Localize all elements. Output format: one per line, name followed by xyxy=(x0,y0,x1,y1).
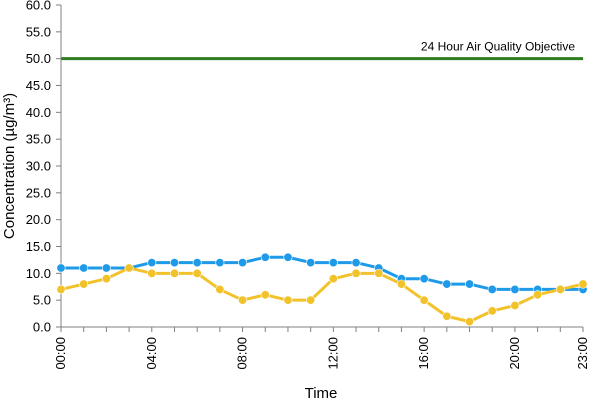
data-point xyxy=(260,252,270,262)
data-point xyxy=(419,295,429,305)
data-point xyxy=(260,290,270,300)
x-tick-label: 16:00 xyxy=(416,337,431,370)
y-tick-label: 10.0 xyxy=(26,266,51,281)
data-point xyxy=(465,317,475,327)
data-point xyxy=(510,284,520,294)
data-point xyxy=(169,258,179,268)
data-point xyxy=(283,252,293,262)
data-point xyxy=(306,295,316,305)
data-point xyxy=(101,274,111,284)
data-point xyxy=(169,268,179,278)
data-point xyxy=(192,258,202,268)
data-point xyxy=(147,268,157,278)
data-point xyxy=(215,284,225,294)
data-point xyxy=(442,311,452,321)
data-point xyxy=(147,258,157,268)
y-tick-label: 5.0 xyxy=(33,293,51,308)
series-line-2 xyxy=(60,266,584,324)
data-point xyxy=(215,258,225,268)
y-tick-label: 45.0 xyxy=(26,78,51,93)
y-axis-label: Concentration (µg/m³) xyxy=(1,93,18,239)
data-point xyxy=(533,290,543,300)
y-tick-label: 35.0 xyxy=(26,132,51,147)
data-point xyxy=(238,295,248,305)
y-tick-label: 40.0 xyxy=(26,105,51,120)
data-point xyxy=(238,258,248,268)
data-point xyxy=(510,301,520,311)
y-tick-label: 50.0 xyxy=(26,51,51,66)
series-line-1 xyxy=(61,255,583,291)
x-tick-label: 23:00 xyxy=(575,337,590,370)
data-point xyxy=(79,263,89,273)
x-tick-label: 20:00 xyxy=(507,337,522,370)
data-point xyxy=(351,268,361,278)
data-point xyxy=(79,279,89,289)
data-point xyxy=(328,258,338,268)
y-tick-label: 30.0 xyxy=(26,159,51,174)
data-point xyxy=(306,258,316,268)
data-point xyxy=(396,279,406,289)
data-point xyxy=(283,295,293,305)
x-tick-label: 12:00 xyxy=(325,337,340,370)
y-tick-label: 0.0 xyxy=(33,320,51,335)
data-point xyxy=(465,279,475,289)
data-point xyxy=(192,268,202,278)
data-point xyxy=(487,306,497,316)
data-point xyxy=(56,263,66,273)
data-point xyxy=(124,263,134,273)
x-tick-label: 00:00 xyxy=(53,337,68,370)
data-point xyxy=(555,284,565,294)
x-axis-label: Time xyxy=(305,385,338,400)
y-tick-label: 15.0 xyxy=(26,239,51,254)
data-point xyxy=(374,268,384,278)
x-tick-label: 08:00 xyxy=(235,337,250,370)
data-point xyxy=(328,274,338,284)
data-point xyxy=(487,284,497,294)
data-point xyxy=(101,263,111,273)
reference-line-label: 24 Hour Air Quality Objective xyxy=(421,40,575,54)
x-tick-label: 04:00 xyxy=(144,337,159,370)
y-tick-label: 60.0 xyxy=(26,0,51,13)
data-point xyxy=(442,279,452,289)
y-tick-label: 55.0 xyxy=(26,24,51,39)
y-tick-label: 20.0 xyxy=(26,212,51,227)
data-point xyxy=(56,284,66,294)
y-tick-label: 25.0 xyxy=(26,185,51,200)
data-point xyxy=(419,274,429,284)
data-point xyxy=(578,279,588,289)
data-point xyxy=(351,258,361,268)
